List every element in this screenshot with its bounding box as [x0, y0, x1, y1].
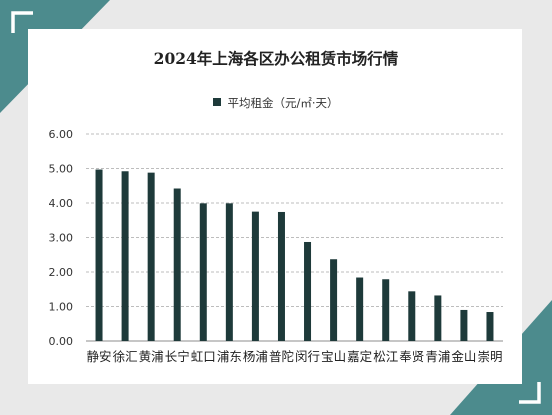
x-tick-label: 松江 [373, 349, 398, 364]
x-tick-label: 黄浦 [139, 349, 164, 364]
bar [304, 241, 312, 341]
bar [356, 277, 364, 341]
x-tick-label: 闵行 [295, 349, 320, 364]
x-tick-label: 宝山 [321, 349, 346, 364]
y-tick-label: 5.00 [49, 163, 74, 176]
bar [121, 171, 129, 341]
bar [95, 169, 103, 341]
bar [277, 211, 285, 341]
bar [434, 295, 442, 341]
bar [199, 203, 207, 341]
bar [408, 291, 416, 341]
legend-swatch [213, 98, 222, 106]
x-tick-label: 杨浦 [243, 349, 268, 364]
x-tick-label: 普陀 [269, 349, 294, 364]
x-tick-label: 奉贤 [399, 349, 424, 364]
frame-corner-mark-bottom-right [519, 382, 541, 404]
x-tick-label: 徐汇 [113, 349, 138, 364]
y-tick-label: 1.00 [49, 301, 74, 314]
y-tick-label: 2.00 [49, 266, 74, 279]
x-tick-label: 青浦 [425, 349, 450, 364]
x-tick-label: 崇明 [477, 349, 502, 364]
frame-corner-mark-top-left [11, 11, 33, 33]
y-tick-label: 4.00 [49, 197, 74, 210]
bar [486, 312, 494, 341]
bar [251, 211, 259, 341]
bar [147, 172, 155, 341]
chart-legend: 平均租金（元/㎡·天） [0, 95, 552, 111]
bar [330, 259, 338, 341]
bar [173, 188, 181, 341]
y-tick-label: 6.00 [49, 128, 74, 141]
x-tick-label: 虹口 [191, 349, 216, 364]
bar [225, 203, 233, 341]
x-tick-label: 长宁 [165, 349, 190, 364]
chart-title: 2024年上海各区办公租赁市场行情 [153, 49, 399, 68]
bar [382, 279, 390, 341]
x-tick-label: 静安 [87, 349, 112, 364]
x-tick-label: 嘉定 [347, 349, 372, 364]
bar [460, 309, 468, 341]
x-tick-label: 浦东 [217, 349, 242, 364]
x-tick-label: 金山 [451, 349, 476, 364]
legend-label: 平均租金（元/㎡·天） [227, 96, 339, 110]
y-tick-label: 3.00 [49, 232, 74, 245]
y-tick-label: 0.00 [49, 335, 74, 348]
